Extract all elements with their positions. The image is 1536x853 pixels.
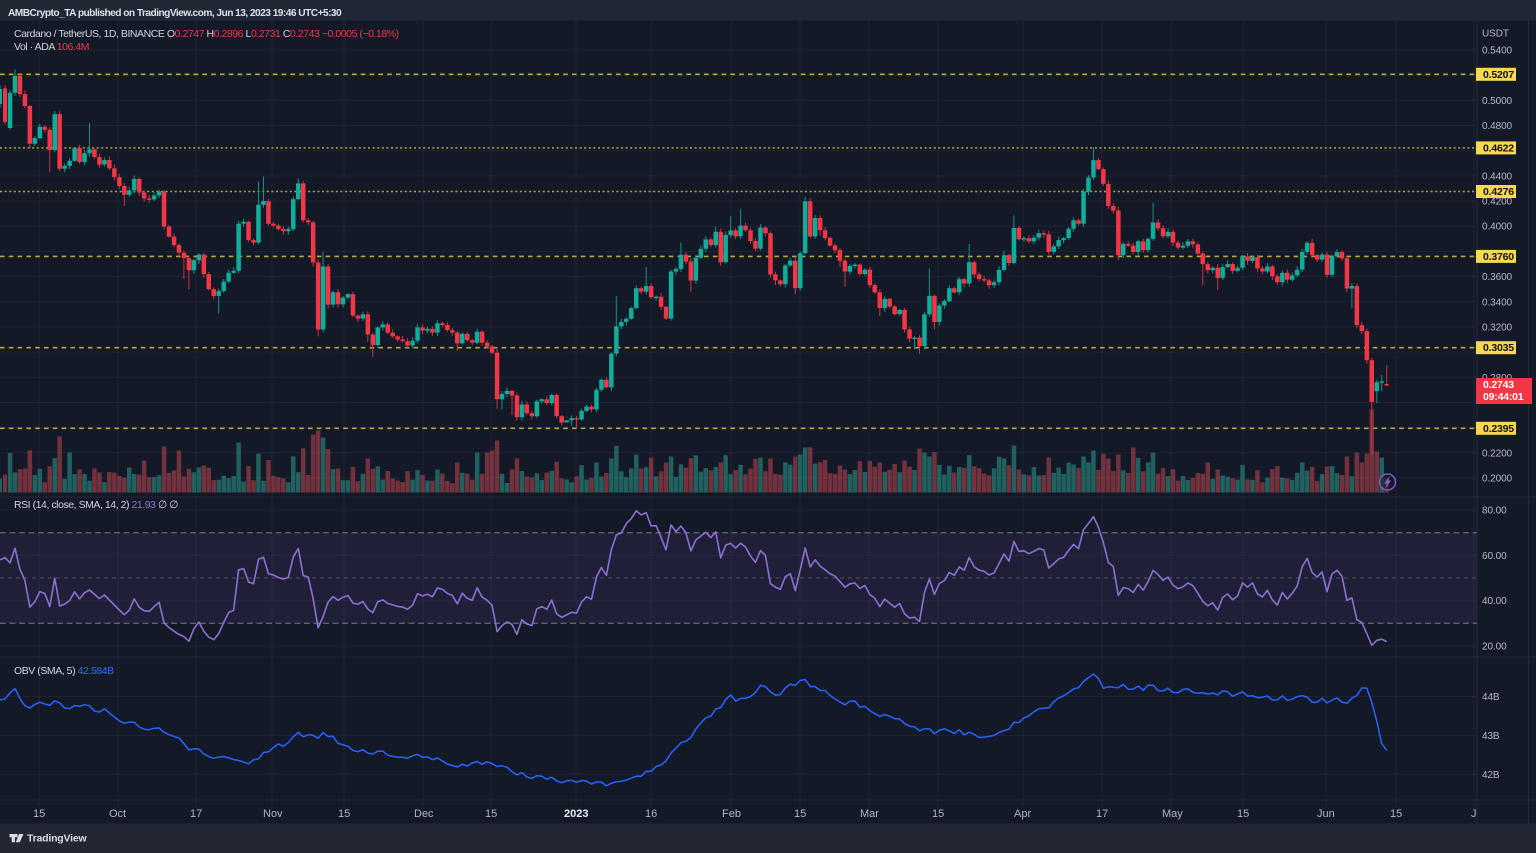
svg-text:Vol · ADA 106.4M: Vol · ADA 106.4M bbox=[14, 41, 89, 53]
svg-text:0.5207: 0.5207 bbox=[1483, 69, 1514, 81]
svg-text:0.3760: 0.3760 bbox=[1483, 251, 1514, 263]
svg-text:RSI (14, close, SMA, 14, 2) 21: RSI (14, close, SMA, 14, 2) 21.93 ∅ ∅ bbox=[14, 499, 178, 511]
svg-text:60.00: 60.00 bbox=[1482, 551, 1507, 562]
svg-text:0.4200: 0.4200 bbox=[1482, 197, 1513, 208]
svg-text:20.00: 20.00 bbox=[1482, 642, 1507, 653]
svg-text:0.4400: 0.4400 bbox=[1482, 171, 1513, 182]
svg-text:15: 15 bbox=[338, 808, 350, 820]
svg-text:0.2743: 0.2743 bbox=[1483, 379, 1514, 391]
svg-text:Oct: Oct bbox=[109, 808, 126, 820]
svg-text:0.2395: 0.2395 bbox=[1483, 423, 1514, 435]
svg-text:0.5400: 0.5400 bbox=[1482, 46, 1513, 57]
svg-text:TradingView: TradingView bbox=[27, 833, 87, 845]
svg-text:Jun: Jun bbox=[1317, 808, 1335, 820]
svg-text:0.3600: 0.3600 bbox=[1482, 272, 1513, 283]
svg-text:Apr: Apr bbox=[1014, 808, 1031, 820]
svg-text:43B: 43B bbox=[1482, 731, 1500, 742]
svg-text:AMBCrypto_TA published on Trad: AMBCrypto_TA published on TradingView.co… bbox=[8, 8, 342, 19]
svg-text:0.4000: 0.4000 bbox=[1482, 222, 1513, 233]
svg-text:15: 15 bbox=[1390, 808, 1402, 820]
svg-text:USDT: USDT bbox=[1482, 29, 1509, 40]
svg-text:42B: 42B bbox=[1482, 770, 1500, 781]
svg-text:0.4800: 0.4800 bbox=[1482, 121, 1513, 132]
svg-text:May: May bbox=[1162, 808, 1183, 820]
svg-text:09:44:01: 09:44:01 bbox=[1483, 391, 1524, 403]
svg-text:0.3200: 0.3200 bbox=[1482, 322, 1513, 333]
svg-text:Feb: Feb bbox=[722, 808, 741, 820]
svg-text:15: 15 bbox=[932, 808, 944, 820]
svg-text:0.2200: 0.2200 bbox=[1482, 448, 1513, 459]
svg-text:2023: 2023 bbox=[564, 808, 588, 820]
svg-text:15: 15 bbox=[485, 808, 497, 820]
svg-text:0.4276: 0.4276 bbox=[1483, 186, 1514, 198]
svg-text:16: 16 bbox=[645, 808, 657, 820]
svg-text:Dec: Dec bbox=[414, 808, 434, 820]
svg-text:0.3400: 0.3400 bbox=[1482, 297, 1513, 308]
svg-text:15: 15 bbox=[1237, 808, 1249, 820]
svg-text:0.3035: 0.3035 bbox=[1483, 342, 1514, 354]
svg-text:40.00: 40.00 bbox=[1482, 596, 1507, 607]
svg-text:0.4622: 0.4622 bbox=[1483, 142, 1514, 154]
svg-text:15: 15 bbox=[33, 808, 45, 820]
svg-text:17: 17 bbox=[1096, 808, 1108, 820]
svg-text:0.2000: 0.2000 bbox=[1482, 474, 1513, 485]
svg-text:15: 15 bbox=[794, 808, 806, 820]
svg-text:0.5000: 0.5000 bbox=[1482, 96, 1513, 107]
svg-text:17: 17 bbox=[190, 808, 202, 820]
svg-text:Cardano / TetherUS, 1D, BINANC: Cardano / TetherUS, 1D, BINANCE O0.2747 … bbox=[14, 28, 399, 40]
svg-text:OBV (SMA, 5) 42.584B: OBV (SMA, 5) 42.584B bbox=[14, 665, 114, 677]
svg-text:44B: 44B bbox=[1482, 692, 1500, 703]
svg-text:J: J bbox=[1471, 808, 1477, 820]
svg-text:Nov: Nov bbox=[263, 808, 283, 820]
svg-text:80.00: 80.00 bbox=[1482, 506, 1507, 517]
svg-text:Mar: Mar bbox=[860, 808, 879, 820]
